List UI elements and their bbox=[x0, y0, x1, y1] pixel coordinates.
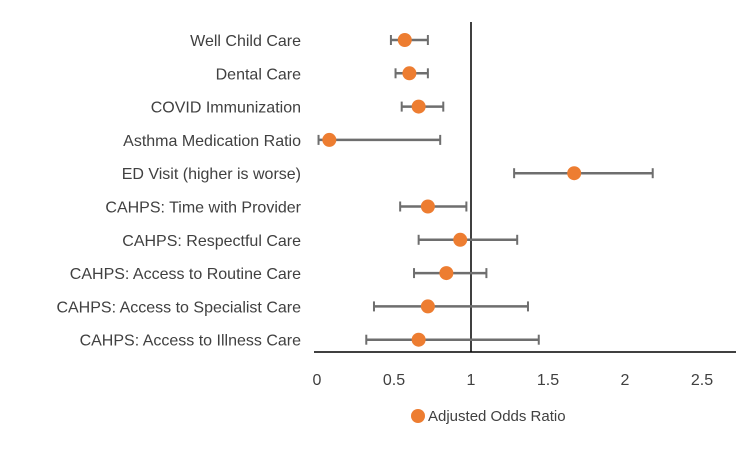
error-bars bbox=[317, 35, 654, 345]
category-label: Dental Care bbox=[216, 66, 301, 83]
error-bar bbox=[372, 301, 529, 312]
data-point bbox=[567, 166, 582, 181]
category-labels: Well Child Care Dental Care COVID Immuniza… bbox=[56, 33, 301, 350]
category-label: CAHPS: Time with Provider bbox=[105, 200, 301, 217]
data-points bbox=[322, 33, 582, 347]
data-point bbox=[453, 232, 468, 247]
category-label: Well Child Care bbox=[190, 33, 301, 50]
error-bar bbox=[417, 234, 519, 245]
x-tick-label: 0.5 bbox=[383, 372, 405, 389]
category-label: ED Visit (higher is worse) bbox=[122, 166, 301, 183]
x-tick-label: 1.5 bbox=[537, 372, 559, 389]
data-point bbox=[420, 299, 435, 314]
x-tick-label: 2.5 bbox=[691, 372, 713, 389]
category-label: Asthma Medication Ratio bbox=[123, 133, 301, 150]
data-point bbox=[411, 332, 426, 347]
x-tick-label: 1 bbox=[467, 372, 476, 389]
legend-label: Adjusted Odds Ratio bbox=[428, 408, 566, 425]
category-label: CAHPS: Access to Illness Care bbox=[80, 333, 302, 350]
x-axis: 0 0.5 1 1.5 2 2.5 bbox=[313, 351, 736, 389]
legend-marker bbox=[411, 409, 425, 423]
category-label: COVID Immunization bbox=[151, 100, 301, 117]
data-point bbox=[420, 199, 435, 214]
error-bar bbox=[365, 334, 540, 345]
category-label: CAHPS: Respectful Care bbox=[122, 233, 301, 250]
data-point bbox=[402, 66, 417, 81]
category-label: CAHPS: Access to Specialist Care bbox=[56, 299, 301, 316]
x-tick-label: 2 bbox=[621, 372, 630, 389]
data-point bbox=[397, 33, 412, 47]
data-point bbox=[439, 266, 454, 281]
error-bar bbox=[513, 168, 654, 179]
data-point bbox=[322, 132, 337, 147]
error-bar bbox=[317, 134, 442, 145]
legend: Adjusted Odds Ratio bbox=[411, 408, 566, 425]
data-point bbox=[411, 99, 426, 114]
category-label: CAHPS: Access to Routine Care bbox=[70, 266, 301, 283]
x-tick-label: 0 bbox=[313, 372, 322, 389]
